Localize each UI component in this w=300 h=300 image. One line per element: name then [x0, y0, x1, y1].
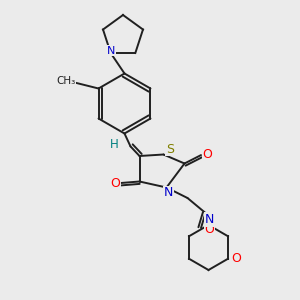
Text: O: O [231, 252, 241, 265]
Text: H: H [110, 138, 118, 152]
Text: N: N [164, 186, 174, 200]
Text: CH₃: CH₃ [56, 76, 75, 86]
Text: O: O [203, 148, 212, 161]
Text: N: N [106, 46, 115, 56]
Text: O: O [205, 223, 214, 236]
Text: S: S [166, 142, 174, 156]
Text: N: N [205, 213, 214, 226]
Text: O: O [110, 177, 120, 190]
